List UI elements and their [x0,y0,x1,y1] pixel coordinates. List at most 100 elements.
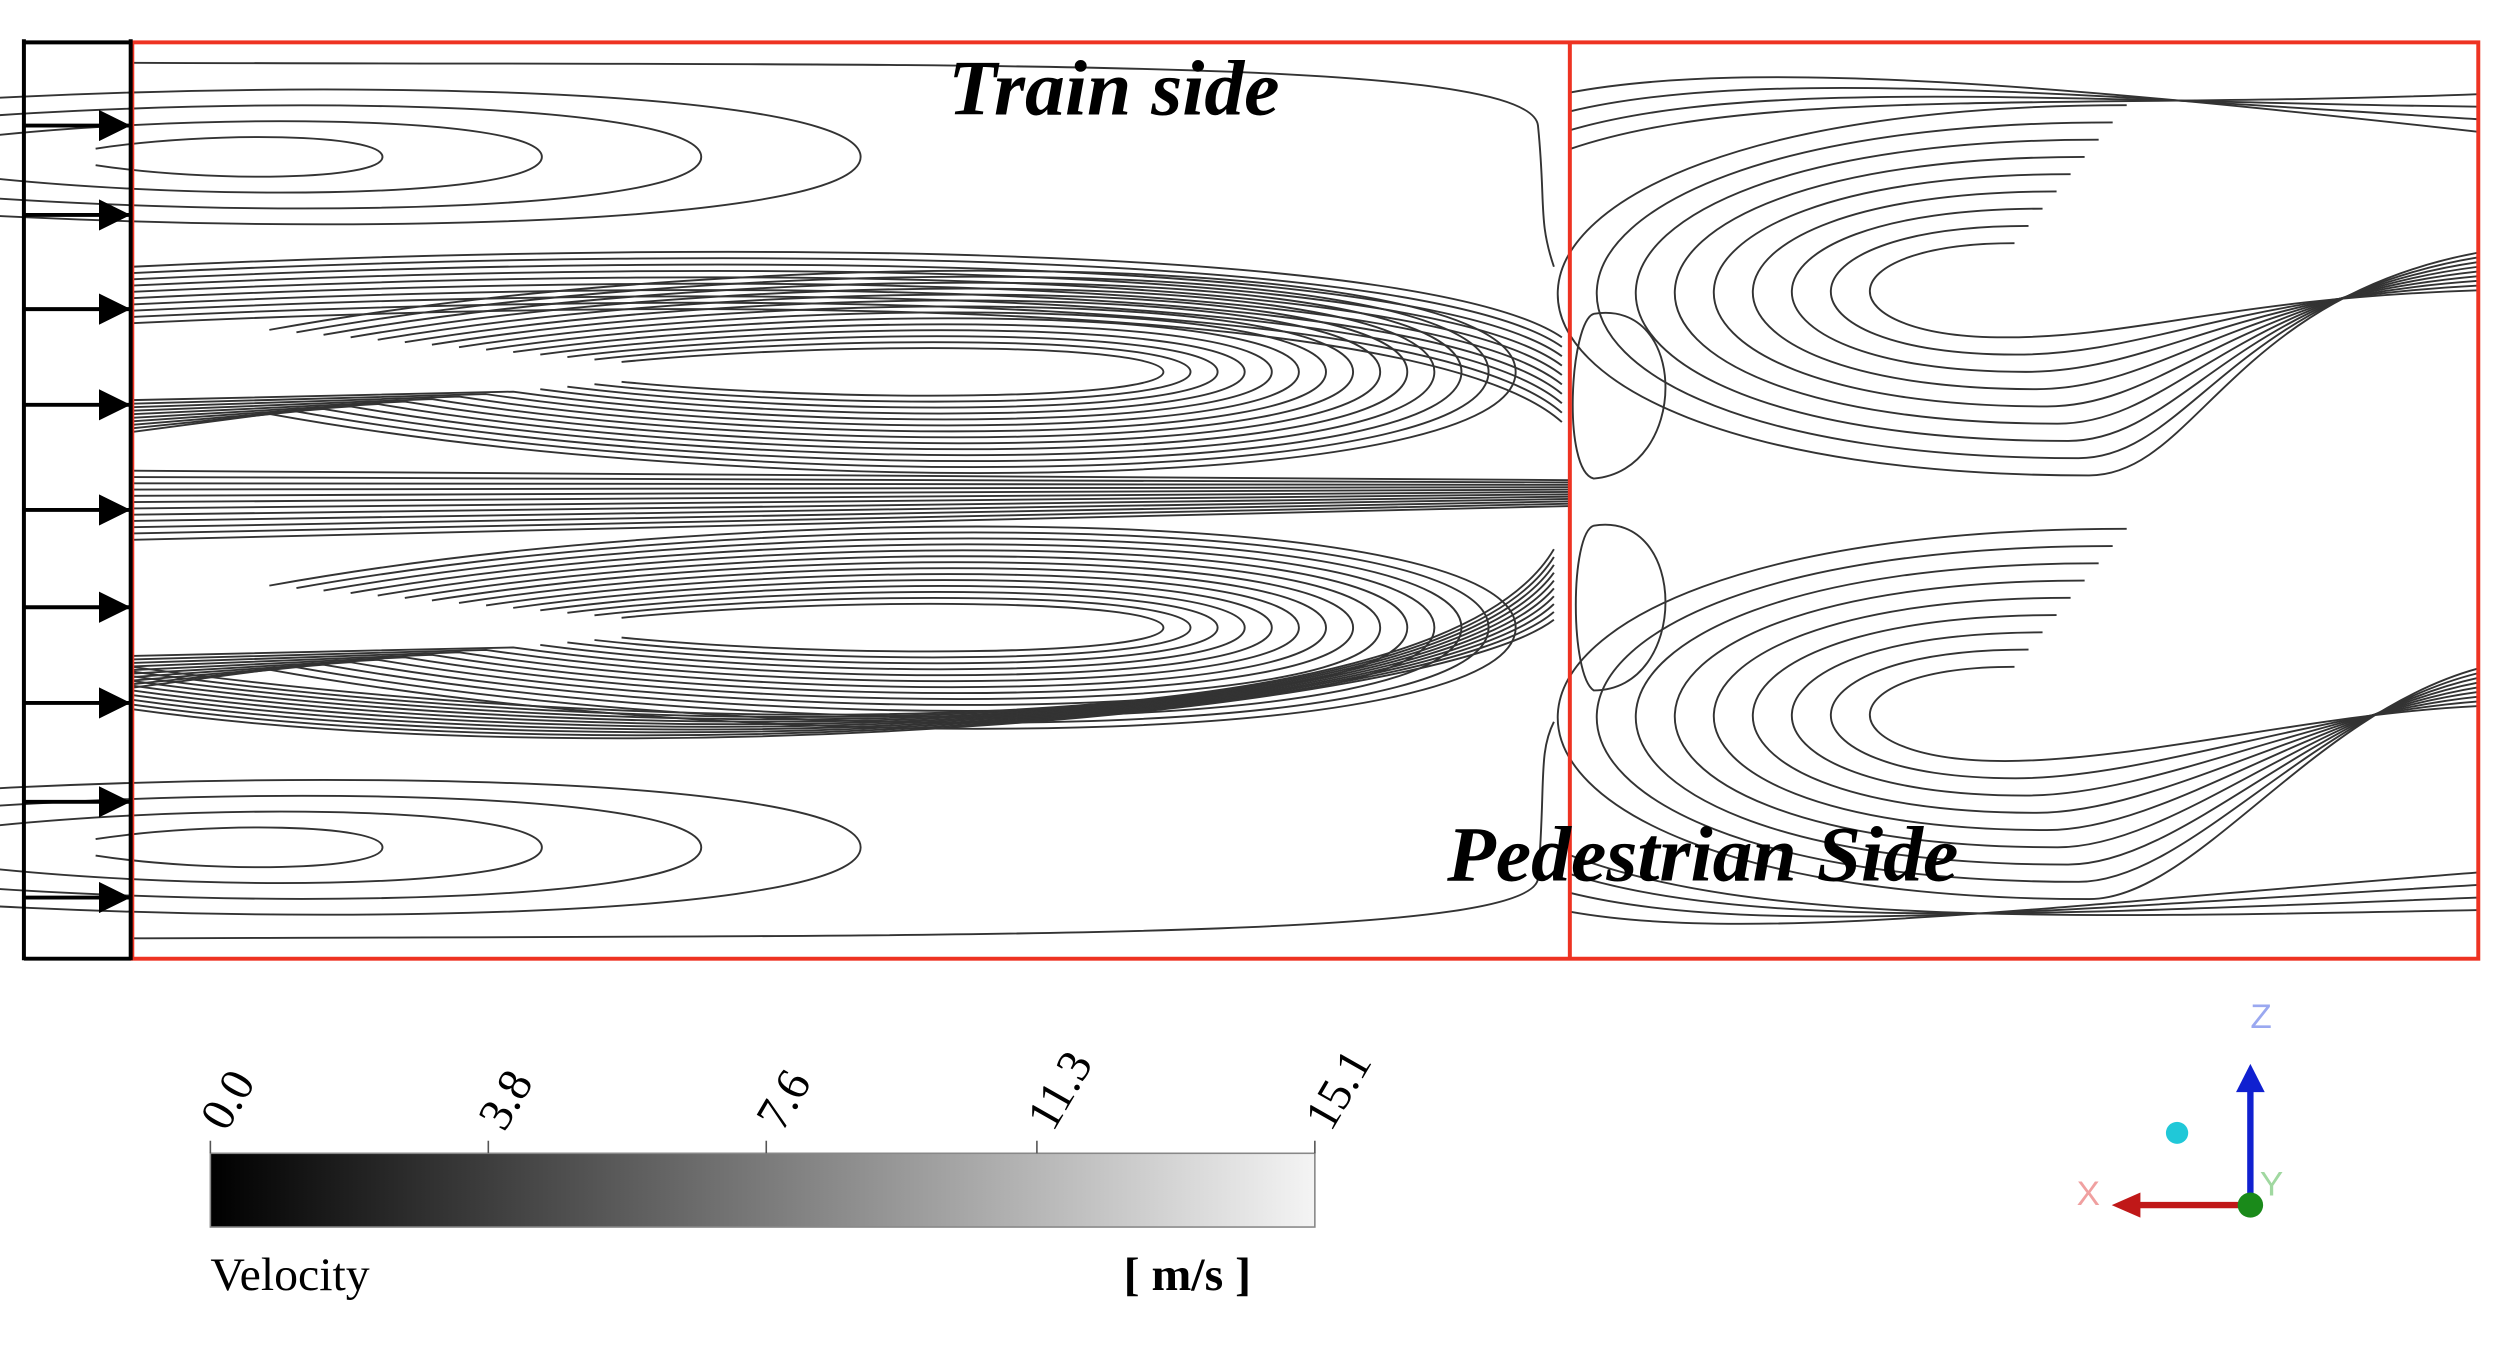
streamline [132,500,1570,529]
streamline [132,275,1490,468]
streamline [0,778,862,916]
streamline [132,482,1570,486]
streamline [132,61,1555,268]
streamline [594,341,1192,403]
streamline [132,469,1570,482]
streamline [132,287,1436,457]
colorbar-tick-label: 7.6 [746,1062,821,1139]
x-axis-label: X [2077,1175,2100,1213]
streamline [132,611,1555,737]
streamline [132,587,1555,728]
colorbar-tick-label: 15.1 [1295,1041,1382,1138]
streamline [567,591,1219,665]
y-axis-label: Y [2260,1166,2283,1204]
streamline [1634,138,2479,442]
streamline [1751,190,2479,391]
streamline [132,301,1563,414]
colorbar-ticks: 0.0 3.8 7.6 11.3 15.1 [191,1041,1382,1154]
streamline [1595,121,2479,460]
streamline [132,525,1517,730]
streamline [132,308,1563,423]
streamline [132,548,1555,716]
streamline [132,567,1327,688]
streamline [1751,614,2479,814]
streamline [1569,93,2479,150]
colorbar-unit: [ m/s ] [1124,1249,1251,1301]
streamline [0,810,543,884]
streamline [132,311,1327,433]
streamline [1556,104,2479,477]
streamline [1569,871,2479,925]
streamline [132,543,1436,712]
streamline [1712,596,2479,831]
inlet-profile [21,39,133,961]
streamline [132,493,1570,510]
streamline [1829,225,2479,356]
streamline [1868,665,2479,762]
streamline [0,120,543,194]
streamline [132,555,1382,700]
streamline [132,619,1555,740]
streamline [1569,884,2479,918]
streamline [1790,207,2479,373]
streamline [132,498,1570,522]
streamline [132,276,1563,376]
z-axis-label: Z [2250,998,2271,1036]
streamline [1574,523,1667,692]
streamline [132,495,1570,516]
streamline [1868,242,2479,339]
streamline [132,488,1570,497]
streamline [1569,95,2479,132]
streamline [540,329,1246,415]
streamline [132,579,1555,726]
streamline [132,486,1570,491]
train-side-label: Train side [948,46,1279,132]
streamline [132,317,1300,427]
streamline [1569,86,2479,121]
colorbar-tick-label: 0.0 [191,1062,266,1139]
streamline [1712,173,2479,408]
streamline [95,136,384,178]
streamline [132,549,1409,706]
streamline [132,579,1273,677]
streamline [132,281,1463,462]
streamline [132,595,1555,731]
streamline [1556,527,2479,901]
streamline [621,602,1165,653]
streamline [132,305,1355,439]
colorbar-tick-label: 11.3 [1017,1043,1103,1139]
streamline [1569,76,2479,133]
streamline [132,721,1555,940]
streamline [0,88,862,226]
streamline [0,794,703,900]
streamline [132,505,1570,541]
axis-triad: Z X Y [2077,998,2283,1218]
streamline [132,323,1273,421]
colorbar [209,1152,1316,1228]
pedestrian-side-label: Pedestrian Side [1446,812,1958,898]
streamline [132,556,1555,718]
streamline [1790,631,2479,797]
streamline [95,826,384,869]
streamline [132,561,1355,694]
streamline [132,289,1563,395]
streamline [132,564,1555,721]
streamline [132,269,1517,474]
streamline [621,347,1165,397]
colorbar-title: Velocity [210,1249,370,1301]
streamline [132,502,1570,535]
streamline [132,573,1300,683]
streamline [1673,579,2479,849]
streamline [132,282,1563,386]
colorbar-tick-label: 3.8 [468,1062,543,1139]
streamline [132,250,1563,339]
streamline [132,603,1555,734]
streamline [132,476,1570,484]
streamline [540,585,1246,671]
streamline [1569,854,2479,916]
streamline [0,104,703,210]
streamline [132,295,1563,404]
streamline [132,263,1563,357]
streamline [1571,311,1667,480]
streamline [1829,648,2479,780]
